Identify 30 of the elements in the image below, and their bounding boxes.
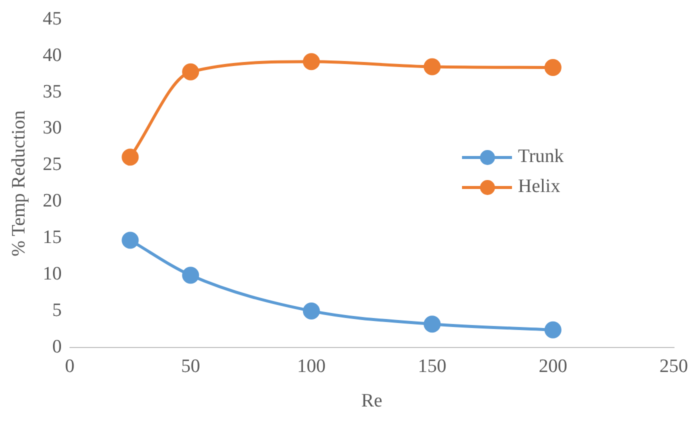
x-axis-title: Re: [361, 390, 382, 412]
point: [182, 63, 200, 80]
y-tick-label: 40: [42, 44, 62, 66]
point: [302, 53, 320, 70]
point: [182, 266, 200, 284]
x-tick-label: 100: [297, 356, 326, 377]
point: [424, 58, 441, 76]
legend-label: Helix: [518, 176, 560, 198]
x-tick-label: 250: [660, 356, 688, 377]
y-tick-label: 45: [42, 8, 62, 30]
y-tick-label: 25: [42, 154, 62, 176]
y-tick-label: 0: [52, 336, 62, 358]
y-tick-label: 5: [52, 300, 62, 321]
y-tick-label: 20: [42, 190, 62, 212]
y-tick-label: 30: [42, 118, 62, 139]
y-tick-label: 35: [42, 81, 62, 102]
point: [302, 302, 320, 320]
point: [544, 59, 562, 76]
x-tick-label: 150: [418, 356, 446, 377]
y-tick-label: 10: [42, 263, 62, 284]
y-tick-label: 15: [42, 227, 62, 248]
x-tick-label: 0: [65, 356, 75, 377]
point: [424, 316, 441, 333]
point: [122, 232, 139, 249]
legend-label: Trunk: [518, 146, 564, 168]
x-tick-label: 200: [538, 356, 568, 377]
y-axis-title: % Temp Reduction: [8, 110, 30, 256]
point: [122, 148, 139, 166]
point: [544, 321, 562, 338]
x-tick-label: 50: [181, 356, 200, 377]
